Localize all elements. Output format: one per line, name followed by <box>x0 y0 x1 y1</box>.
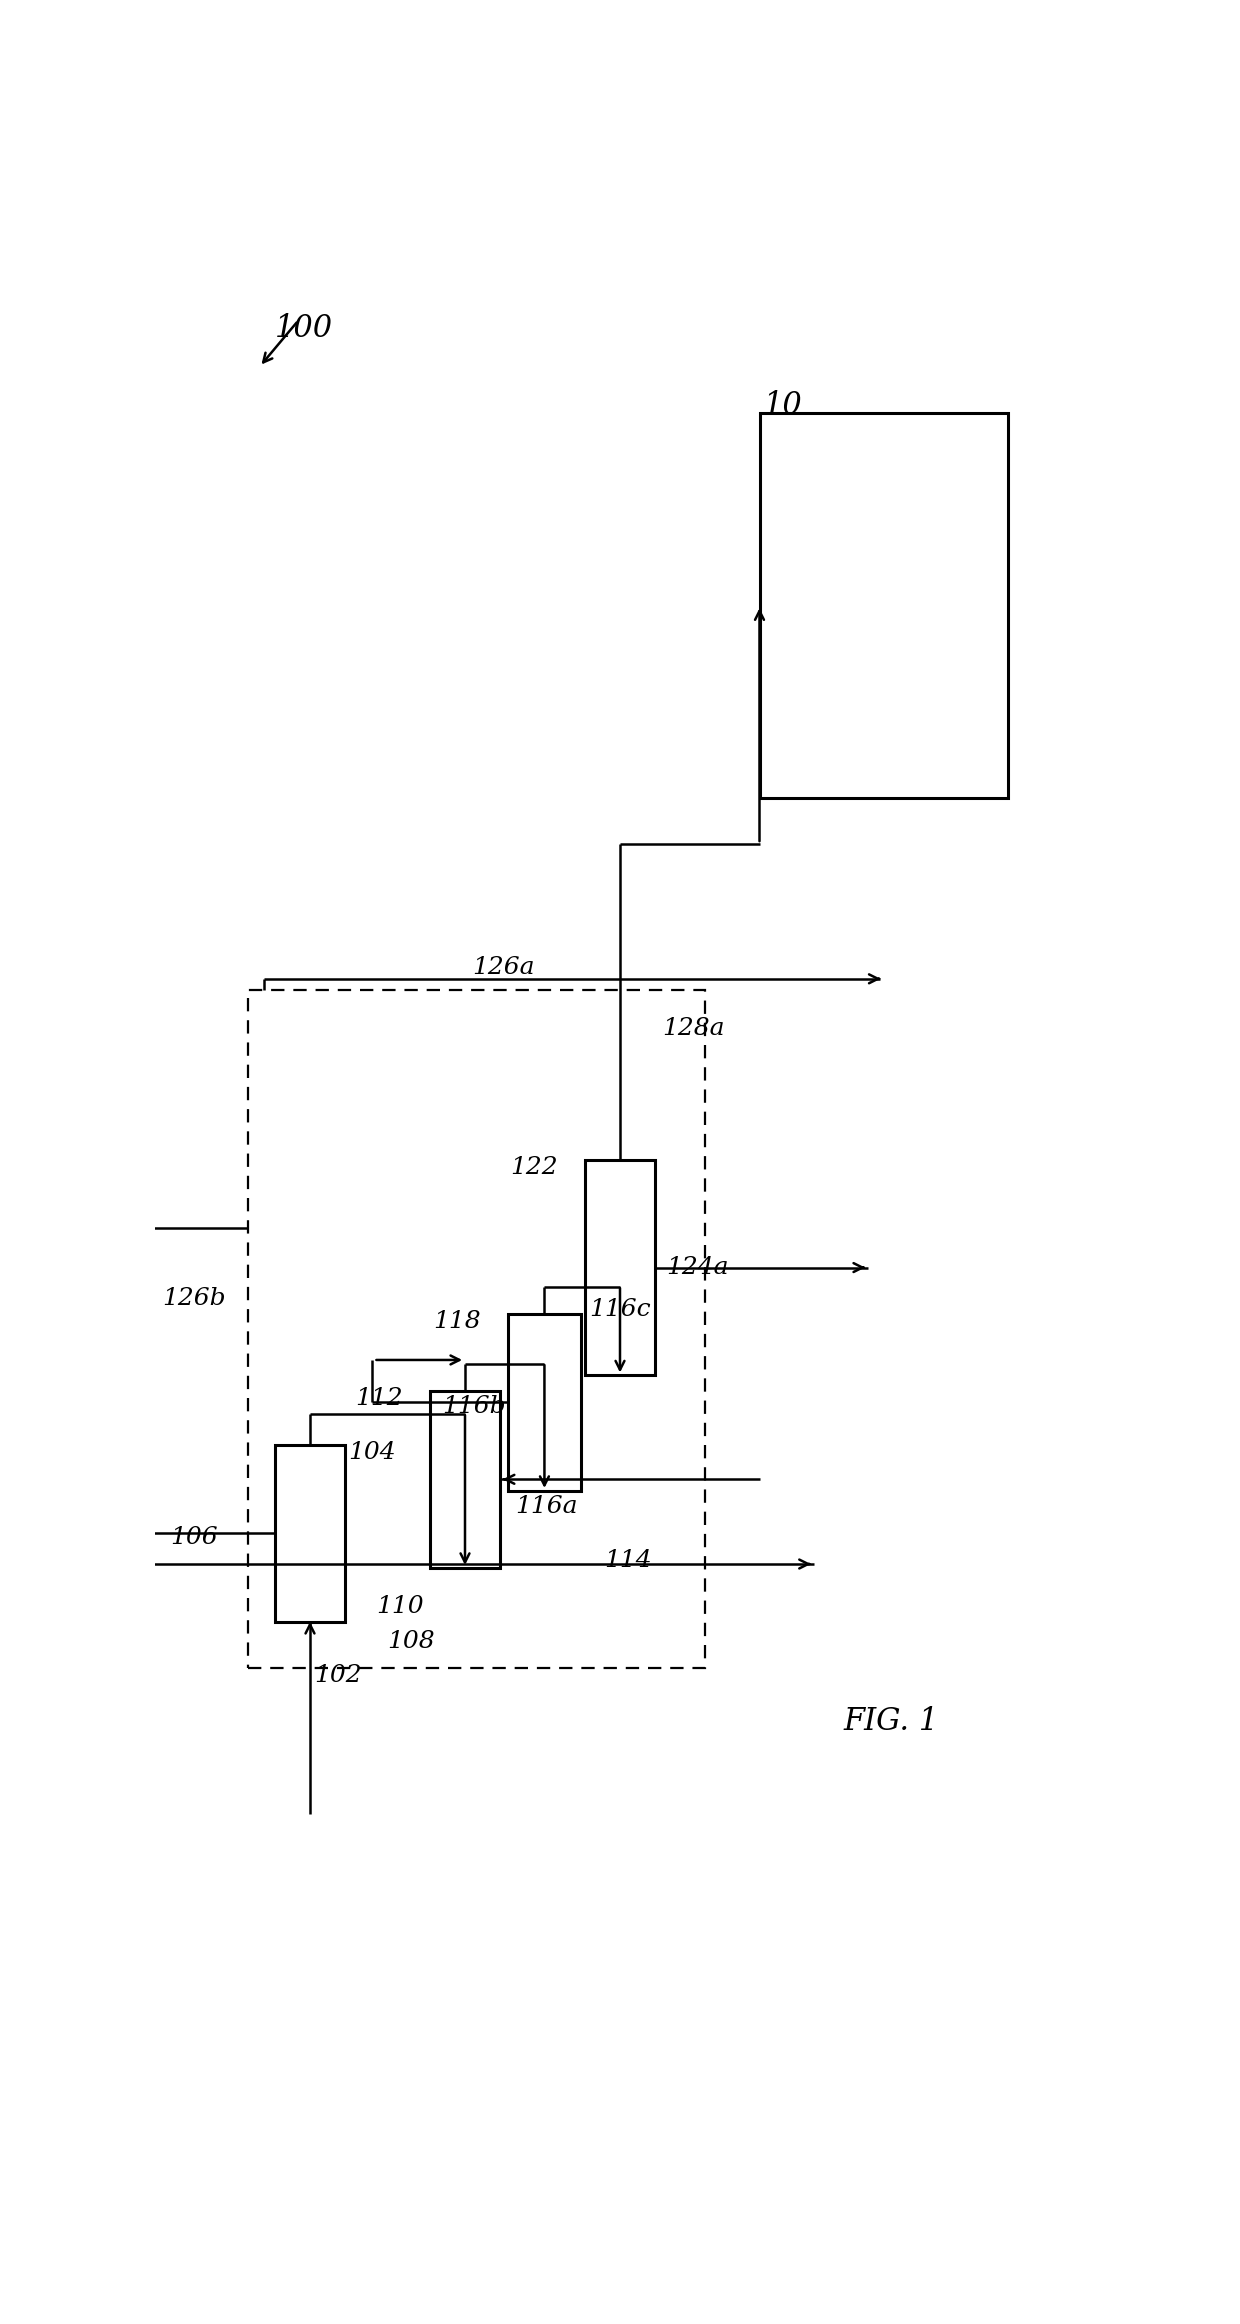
Bar <box>248 990 706 1669</box>
Text: 126b: 126b <box>162 1287 227 1311</box>
Text: 126a: 126a <box>472 955 536 978</box>
Text: 100: 100 <box>275 314 334 344</box>
Text: 108: 108 <box>387 1629 435 1652</box>
Text: FIG. 1: FIG. 1 <box>843 1706 939 1738</box>
Text: 118: 118 <box>433 1311 481 1334</box>
Text: 122: 122 <box>511 1155 558 1178</box>
Text: 10: 10 <box>764 390 802 421</box>
Bar <box>430 1390 500 1569</box>
Text: 124a: 124a <box>667 1255 729 1278</box>
Text: 116a: 116a <box>516 1494 578 1518</box>
Text: 128a: 128a <box>662 1018 725 1041</box>
Text: 114: 114 <box>605 1548 652 1571</box>
Text: 104: 104 <box>348 1441 397 1464</box>
Text: 116c: 116c <box>589 1299 651 1322</box>
Bar <box>759 414 1007 797</box>
Bar <box>507 1313 582 1492</box>
Bar <box>585 1160 655 1376</box>
Text: 112: 112 <box>356 1387 403 1411</box>
Bar <box>275 1446 345 1622</box>
Text: 116b: 116b <box>441 1394 506 1418</box>
Text: 110: 110 <box>376 1594 424 1618</box>
Text: 106: 106 <box>171 1525 218 1548</box>
Text: 102: 102 <box>314 1664 362 1687</box>
